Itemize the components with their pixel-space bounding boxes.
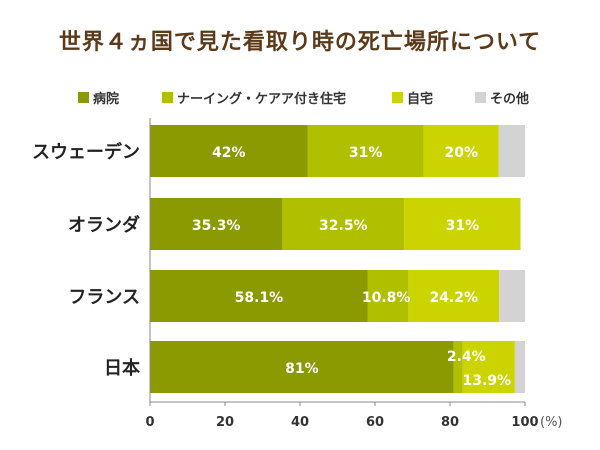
legend-swatch [392, 92, 403, 103]
bar-segment [453, 341, 463, 393]
x-tick-label: 20 [216, 415, 234, 430]
x-axis-unit: (%) [540, 415, 563, 430]
bar-segment [307, 125, 424, 177]
category-label: オランダ [68, 214, 140, 236]
data-label: 42% [212, 145, 246, 161]
x-tick-label: 0 [145, 415, 154, 430]
data-label: 13.9% [463, 373, 512, 389]
x-tick-label: 80 [441, 415, 459, 430]
bar-segment [150, 198, 283, 250]
data-label: 32.5% [319, 218, 368, 234]
data-label: 2.4% [447, 349, 486, 365]
legend-label: その他 [490, 91, 529, 107]
data-label: 58.1% [235, 290, 284, 306]
bar-segment [498, 125, 525, 177]
legend-label: 自宅 [407, 91, 433, 107]
legend-label: 病院 [93, 91, 119, 107]
bar-segment [282, 198, 405, 250]
data-label: 24.2% [429, 290, 478, 306]
bar-segment [514, 341, 525, 393]
category-label: 日本 [104, 357, 140, 379]
category-label: フランス [68, 287, 140, 308]
data-label: 35.3% [192, 218, 241, 234]
x-tick-label: 60 [366, 415, 384, 430]
x-tick-label: 100 [511, 415, 538, 430]
bar-segment [150, 125, 308, 177]
bar-segment [150, 270, 368, 322]
data-label: 81% [285, 361, 319, 377]
bar-segment [150, 341, 454, 393]
data-label: 20% [444, 145, 478, 161]
bar-segment [423, 125, 499, 177]
category-label: スウェーデン [32, 141, 140, 163]
legend-swatch [78, 92, 89, 103]
legend-swatch [475, 92, 486, 103]
data-label: 31% [446, 218, 480, 234]
legend-swatch [162, 92, 173, 103]
data-label: 31% [349, 145, 383, 161]
legend-label: ナーイング・ケアア付き住宅 [177, 91, 346, 107]
bar-segment [499, 270, 525, 322]
chart-title: 世界４ヵ国で見た看取り時の死亡場所について [58, 30, 542, 55]
bar-segment [462, 341, 515, 393]
bar-segment [404, 198, 521, 250]
x-tick-label: 40 [291, 415, 309, 430]
bar-segment [408, 270, 500, 322]
bar-segment [367, 270, 409, 322]
data-label: 10.8% [362, 290, 411, 306]
